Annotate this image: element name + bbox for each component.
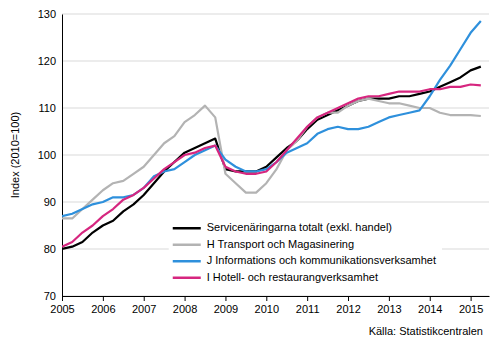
grid-line (62, 155, 489, 156)
x-axis: 2005 2006 2007 2008 2009 2010 2011 2012 2013 2014… (50, 296, 489, 315)
grid-line (62, 296, 489, 297)
x-tick-label: 2014 (418, 303, 442, 315)
source-note: Källa: Statistikcentralen (369, 325, 483, 337)
x-tick: 2012 (336, 296, 360, 315)
x-tick: 2007 (132, 296, 156, 315)
y-tick-label: 110 (38, 102, 56, 114)
legend-swatch (173, 277, 201, 280)
y-tick-label: 120 (38, 55, 56, 67)
x-tick-label: 2013 (377, 303, 401, 315)
grid-line (62, 61, 489, 62)
x-tick-label: 2012 (336, 303, 360, 315)
x-tick: 2015 (459, 296, 483, 315)
legend-label: I Hotell- och restaurangverksamhet (207, 271, 378, 283)
chart: 7080901001101201302005200620072008200920… (0, 0, 491, 343)
x-tick-mark (348, 296, 349, 301)
grid (62, 14, 489, 296)
x-tick-mark (225, 296, 226, 301)
x-tick-label: 2011 (296, 303, 320, 315)
x-tick-mark (430, 296, 431, 301)
x-tick-label: 2010 (255, 303, 279, 315)
x-tick-label: 2006 (91, 303, 115, 315)
y-tick-label: 100 (38, 149, 56, 161)
y-axis: 70 80 90 100 110 120 130 (38, 8, 63, 302)
legend-swatch (173, 227, 201, 230)
legend-label: J Informations och kommunikationsverksam… (207, 254, 436, 266)
x-tick-mark (307, 296, 308, 301)
legend-swatch (173, 244, 201, 247)
x-tick-label: 2008 (173, 303, 197, 315)
y-axis-line (62, 15, 63, 297)
x-tick: 2014 (418, 296, 442, 315)
x-tick: 2009 (214, 296, 238, 315)
legend-background (169, 220, 442, 288)
x-tick-mark (389, 296, 390, 301)
x-tick: 2005 (50, 296, 74, 315)
x-tick-mark (185, 296, 186, 301)
y-tick: 100 (38, 149, 62, 161)
lines (62, 21, 481, 249)
legend-swatch (173, 260, 201, 263)
y-tick: 120 (38, 55, 62, 67)
x-tick-label: 2005 (50, 303, 74, 315)
x-tick-label: 2009 (214, 303, 238, 315)
series-line (62, 99, 481, 219)
series-line (62, 21, 481, 216)
legend-label: H Transport och Magasinering (207, 238, 354, 250)
x-tick: 2013 (377, 296, 401, 315)
x-tick-label: 2007 (132, 303, 156, 315)
x-tick: 2011 (296, 296, 320, 315)
x-tick: 2010 (255, 296, 279, 315)
x-tick-label: 2015 (459, 303, 483, 315)
x-tick-mark (266, 296, 267, 301)
y-tick: 110 (38, 102, 62, 114)
y-tick-label: 90 (44, 196, 56, 208)
y-tick-label: 70 (44, 290, 56, 302)
x-tick-mark (103, 296, 104, 301)
x-tick-mark (471, 296, 472, 301)
grid-line (62, 202, 489, 203)
x-axis-line (63, 296, 490, 297)
y-tick: 90 (44, 196, 62, 208)
x-tick-mark (144, 296, 145, 301)
y-tick-label: 130 (38, 8, 56, 20)
x-tick-mark (62, 296, 63, 301)
x-tick: 2006 (91, 296, 115, 315)
legend: Servicenäringarna totalt (exkl. handel) H… (169, 220, 442, 288)
y-tick: 70 (44, 290, 62, 302)
y-tick-label: 80 (44, 243, 56, 255)
grid-line (62, 14, 489, 15)
x-tick: 2008 (173, 296, 197, 315)
y-tick: 80 (44, 243, 62, 255)
y-axis-title: Index (2010=100) (9, 112, 21, 199)
y-tick: 130 (38, 8, 62, 20)
legend-label: Servicenäringarna totalt (exkl. handel) (207, 221, 392, 233)
